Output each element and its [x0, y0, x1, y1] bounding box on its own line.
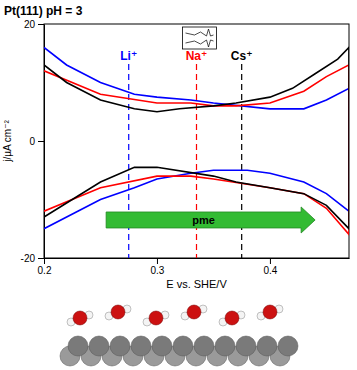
o-atom — [111, 305, 125, 319]
pme-arrow — [106, 207, 315, 233]
x-tick: 0.4 — [263, 258, 277, 276]
o-atom — [187, 305, 201, 319]
x-tick-label: 0.4 — [263, 265, 277, 276]
inset-curve — [186, 29, 214, 47]
pt-atom — [257, 336, 277, 356]
curves — [44, 47, 349, 234]
y-axis: -20 0 20 — [21, 19, 45, 264]
inset-frame — [183, 27, 217, 49]
x-axis-line — [45, 258, 350, 259]
cv-curve — [44, 47, 349, 228]
o-atom — [263, 305, 277, 319]
inset-icon — [183, 27, 217, 49]
pt-atom — [89, 336, 109, 356]
pt-atom — [215, 336, 235, 356]
x-tick-label: 0.3 — [151, 265, 165, 276]
pt-atom — [278, 336, 298, 356]
title: Pt(111) pH = 3 — [4, 4, 83, 18]
x-tick-mark — [157, 258, 158, 264]
pt-atom — [236, 336, 256, 356]
y-tick: 20 — [24, 19, 44, 30]
x-tick-mark — [270, 258, 271, 264]
y-tick: -20 — [21, 253, 44, 264]
y-axis-title: j/µA cm⁻² — [2, 120, 13, 163]
x-axis-title: E vs. SHE/V — [166, 278, 227, 290]
pt-atom — [68, 336, 88, 356]
o-atom — [149, 311, 163, 325]
cv-curve — [44, 47, 349, 228]
pme-line — [241, 64, 242, 258]
pme-label: Na⁺ — [186, 49, 208, 63]
chart: Pt(111) pH = 3 0.2 0.3 0.4 -20 0 20 Li⁺ Na⁺ Cs⁺ pm… — [0, 0, 357, 370]
pme-label: Cs⁺ — [231, 49, 253, 63]
plot: 0.2 0.3 0.4 -20 0 20 Li⁺ Na⁺ Cs⁺ pme — [21, 19, 350, 276]
y-tick-mark — [38, 24, 44, 25]
cv-curve — [44, 65, 349, 235]
pt-atom — [152, 336, 172, 356]
pt-atom — [194, 336, 214, 356]
surface-illustration — [60, 305, 298, 366]
pme-arrow-label: pme — [192, 214, 215, 226]
y-tick-label: 0 — [29, 136, 35, 147]
y-tick-mark — [38, 258, 44, 259]
y-tick-label: -20 — [21, 253, 36, 264]
y-tick: 0 — [29, 136, 44, 147]
plot-frame — [44, 24, 349, 258]
x-tick: 0.3 — [151, 258, 165, 276]
y-tick-label: 20 — [24, 19, 36, 30]
x-tick-label: 0.2 — [38, 265, 52, 276]
pme-line — [196, 64, 197, 258]
pt-atom — [110, 336, 130, 356]
o-atom — [225, 311, 239, 325]
x-axis: 0.2 0.3 0.4 — [38, 258, 350, 276]
pt-atom — [173, 336, 193, 356]
pt-atom — [131, 336, 151, 356]
y-tick-mark — [38, 141, 44, 142]
x-tick: 0.2 — [38, 258, 52, 276]
x-tick-mark — [44, 258, 45, 264]
pme-label: Li⁺ — [120, 49, 137, 63]
y-axis-line — [44, 25, 45, 259]
o-atom — [73, 311, 87, 325]
